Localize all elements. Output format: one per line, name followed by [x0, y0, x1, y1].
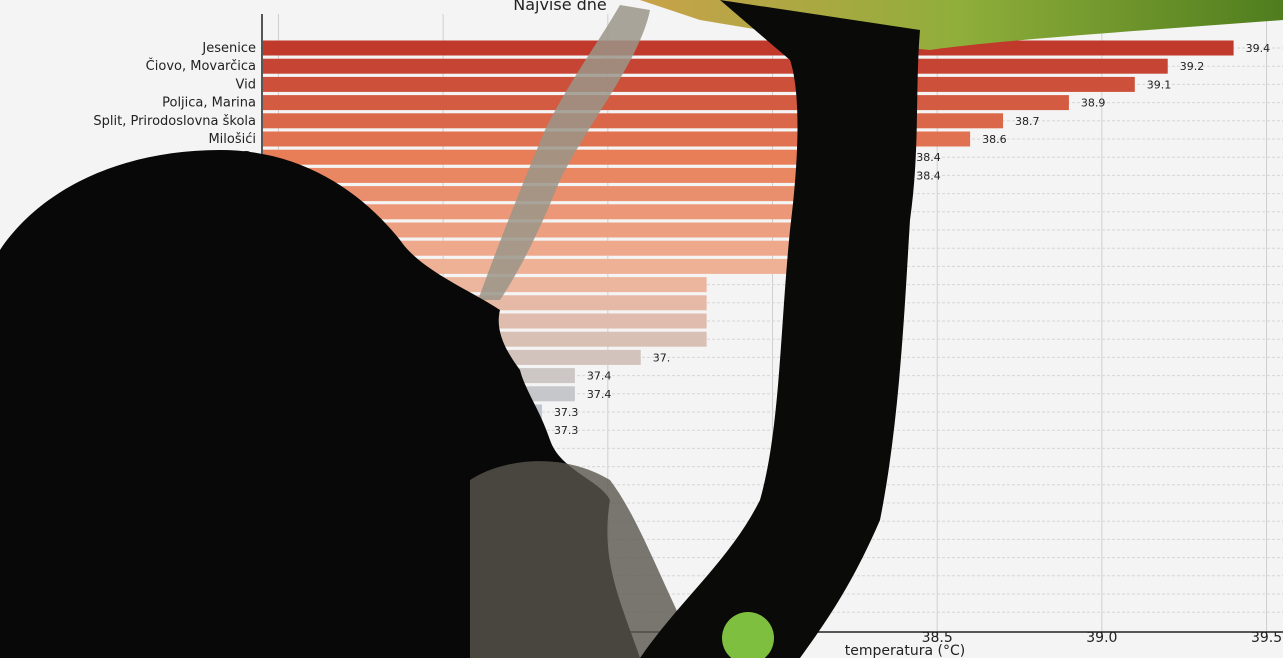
bar — [263, 240, 806, 256]
value-label: 37.2 — [521, 461, 546, 474]
bar — [263, 531, 411, 547]
y-tick-label: Split, Prirodoslovna škola — [93, 114, 256, 129]
bar — [263, 76, 1135, 92]
value-label: 37.4 — [587, 388, 612, 401]
value-label: 38.3 — [883, 188, 908, 201]
bar — [263, 513, 411, 529]
bar — [263, 331, 707, 347]
value-label: 38.3 — [883, 206, 908, 219]
bar — [263, 222, 839, 238]
y-tick-label: Trogir, Pr — [198, 150, 257, 165]
bar — [263, 149, 905, 165]
value-label: 37.3 — [554, 406, 579, 419]
bar — [263, 295, 707, 311]
bar — [263, 404, 542, 420]
bar — [263, 604, 378, 620]
bar — [263, 131, 971, 147]
bar — [263, 113, 1004, 129]
bar — [263, 386, 575, 402]
value-label: 39.4 — [1246, 42, 1271, 55]
y-tick-label: Pro — [235, 587, 256, 602]
bar — [263, 40, 1234, 56]
x-tick-label: 38.5 — [922, 630, 953, 646]
bar — [263, 95, 1069, 111]
bar — [263, 313, 707, 329]
bar — [263, 368, 575, 384]
y-tick-label: Poljica, Marina — [162, 96, 256, 111]
value-label: 37.4 — [587, 370, 612, 383]
bar — [263, 258, 806, 274]
bar — [263, 459, 510, 475]
value-label: 0 — [455, 497, 462, 510]
x-tick-label: 39.0 — [1086, 630, 1117, 646]
value-label: 38.4 — [916, 169, 941, 182]
bar — [263, 550, 411, 566]
y-tick-label: Vid — [236, 77, 256, 92]
y-tick-label: Čiovo, Movarčica — [146, 58, 256, 74]
x-axis-label: temperatura (°C) — [845, 643, 965, 658]
bar — [263, 422, 542, 438]
y-tick-label: Kas — [233, 551, 256, 566]
value-label: 37.3 — [554, 424, 579, 437]
value-label: 39.2 — [1180, 60, 1205, 73]
value-label: 37.2 — [521, 442, 546, 455]
bar — [263, 349, 641, 365]
bar — [263, 58, 1168, 74]
bar — [263, 568, 378, 584]
bar — [263, 477, 477, 493]
value-label: 36.8 — [389, 570, 414, 583]
bar — [263, 277, 707, 293]
x-tick-label: 0 — [768, 630, 777, 646]
bar — [263, 167, 905, 183]
bar — [263, 586, 378, 602]
value-label: 39.1 — [1147, 78, 1172, 91]
value-label: 38.7 — [1015, 115, 1039, 128]
bar — [263, 204, 872, 220]
bar — [263, 186, 872, 202]
value-label: 37. — [653, 351, 671, 364]
value-label: 38.9 — [1081, 97, 1106, 110]
x-tick-label: 39.5 — [1251, 630, 1282, 646]
y-tick-label: Jesenice — [201, 41, 256, 56]
value-label: 38.6 — [982, 133, 1007, 146]
chart-title: Najviše dne — [513, 0, 607, 14]
bar — [263, 495, 444, 511]
bar — [263, 440, 510, 456]
value-label: 38.4 — [916, 151, 941, 164]
y-tick-label: Milošići — [208, 132, 256, 147]
